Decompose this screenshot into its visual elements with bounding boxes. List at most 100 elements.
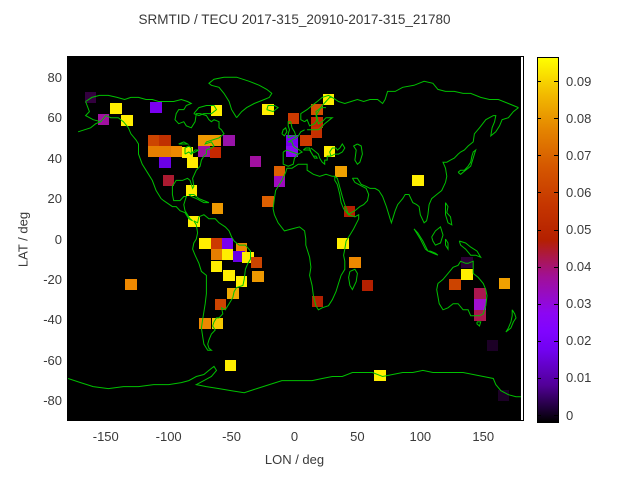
- coastline-path: [427, 250, 439, 256]
- colorbar-tick-label: 0.05: [566, 222, 592, 237]
- coastline-path: [476, 321, 482, 327]
- heatmap-cell: [170, 145, 182, 157]
- heatmap-cell: [188, 216, 200, 228]
- heatmap-cell: [150, 102, 162, 114]
- heatmap-cell: [461, 256, 473, 268]
- colorbar-tick-label: 0.07: [566, 147, 592, 163]
- heatmap-cell: [412, 174, 424, 186]
- heatmap-cell: [162, 174, 175, 186]
- heatmap-cell: [251, 256, 263, 268]
- y-tick-label: -60: [43, 352, 62, 368]
- y-tick-label: -80: [43, 393, 62, 409]
- x-tick-label: 100: [409, 429, 432, 444]
- heatmap-cell: [262, 196, 274, 208]
- coastline-path: [413, 228, 429, 252]
- heatmap-cell: [210, 260, 223, 272]
- heatmap-cell: [310, 127, 323, 139]
- heatmap-cell: [498, 277, 511, 289]
- colorbar-tick-mark: [554, 229, 558, 231]
- heatmap-cell: [262, 104, 274, 116]
- colorbar-tick-mark: [537, 118, 541, 120]
- heatmap-cell: [235, 275, 248, 287]
- coastline-path: [178, 141, 190, 145]
- heatmap-cell: [210, 237, 223, 249]
- heatmap-cell: [374, 370, 386, 381]
- heatmap-cell: [343, 206, 355, 218]
- coastline-path: [332, 80, 519, 109]
- x-tick-label: 0: [290, 429, 299, 444]
- coastline-path: [458, 240, 482, 259]
- colorbar-tick-label: 0.08: [566, 110, 592, 126]
- heatmap-cell: [361, 280, 374, 291]
- heatmap-cell: [322, 93, 335, 105]
- colorbar-tick-mark: [554, 118, 558, 120]
- heatmap-cell: [497, 390, 510, 402]
- heatmap-cell: [474, 310, 486, 322]
- colorbar-tick-mark: [537, 303, 541, 305]
- heatmap-cell: [209, 135, 221, 147]
- heatmap-cell: [449, 279, 461, 290]
- heatmap-cell: [185, 184, 197, 196]
- heatmap-cell: [474, 288, 486, 300]
- chart-title: SRMTID / TECU 2017-315_20910-2017-315_21…: [138, 12, 451, 27]
- y-tick-label: -40: [43, 312, 62, 328]
- heatmap-cell: [214, 299, 226, 311]
- coastline-path: [431, 226, 444, 246]
- colorbar-tick-mark: [554, 377, 558, 379]
- heatmap-cell: [147, 145, 160, 157]
- heatmap-cell: [210, 248, 223, 260]
- heatmap-cell: [209, 146, 221, 158]
- y-tick-label: 0: [54, 231, 62, 247]
- colorbar-tick-mark: [537, 229, 541, 231]
- heatmap-cell: [461, 268, 473, 280]
- colorbar: [537, 57, 559, 423]
- coastline-path: [348, 268, 358, 291]
- heatmap-cell: [186, 156, 199, 168]
- heatmap-cell: [198, 145, 210, 157]
- colorbar-gradient: [538, 58, 558, 422]
- heatmap-cell: [121, 115, 133, 127]
- colorbar-tick-mark: [537, 340, 541, 342]
- coastline-path: [302, 147, 319, 159]
- colorbar-tick-mark: [554, 266, 558, 268]
- heatmap-cell: [97, 114, 109, 126]
- heatmap-cell: [349, 256, 361, 268]
- y-tick-label: 20: [47, 191, 62, 207]
- coastline-path: [68, 365, 521, 398]
- colorbar-tick-label: 0.02: [566, 333, 592, 349]
- heatmap-cell: [159, 156, 171, 168]
- colorbar-tick-label: 0: [566, 407, 574, 423]
- colorbar-tick-mark: [537, 266, 541, 268]
- x-tick-label: 50: [350, 429, 365, 444]
- colorbar-tick-mark: [537, 415, 541, 416]
- colorbar-tick-mark: [537, 192, 541, 194]
- heatmap-cell: [273, 175, 286, 187]
- heatmap-cell: [212, 318, 224, 330]
- x-tick-label: 150: [472, 429, 495, 444]
- heatmap-cell: [287, 113, 299, 125]
- colorbar-tick-mark: [554, 81, 558, 83]
- coastline-path: [352, 107, 519, 225]
- heatmap-cell: [224, 359, 237, 371]
- heatmap-cell: [125, 279, 137, 290]
- coastline-path: [445, 202, 453, 226]
- heatmap-cell: [300, 135, 312, 147]
- x-tick-label: -50: [222, 429, 241, 444]
- heatmap-cell: [227, 288, 239, 300]
- colorbar-tick-mark: [554, 303, 558, 305]
- heatmap-cell: [110, 103, 122, 115]
- coastline-path: [505, 309, 517, 333]
- colorbar-tick-mark: [554, 155, 558, 157]
- heatmap-cell: [312, 296, 324, 308]
- heatmap-cell: [311, 104, 323, 116]
- heatmap-cell: [84, 91, 97, 103]
- colorbar-tick-mark: [554, 192, 558, 194]
- heatmap-cell: [474, 299, 486, 311]
- heatmap-cell: [249, 155, 262, 167]
- y-tick-label: 60: [47, 110, 62, 126]
- x-axis-label: LON / deg: [264, 452, 325, 467]
- plot-area: [68, 57, 521, 421]
- heatmap-cell: [223, 135, 235, 147]
- heatmap-cell: [159, 145, 171, 157]
